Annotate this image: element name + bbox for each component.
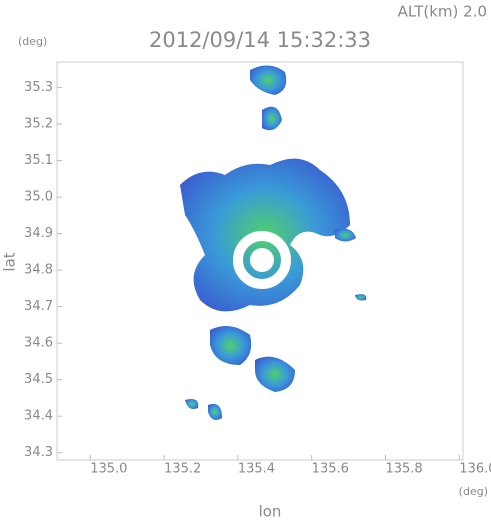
y-tick-label: 35.1: [24, 153, 53, 168]
y-axis-label: lat: [1, 252, 19, 271]
altitude-label: ALT(km) 2.0: [398, 3, 487, 21]
y-tick-label: 34.4: [24, 409, 53, 424]
y-tick-label: 34.8: [24, 263, 53, 278]
x-tick-label: 135.0: [90, 462, 127, 477]
x-tick-label: 135.8: [385, 462, 422, 477]
plot-frame: [56, 61, 464, 461]
y-tick-label: 35.2: [24, 117, 53, 132]
x-axis-label: lon: [259, 503, 282, 521]
y-tick-label: 35.3: [24, 80, 53, 95]
y-tick-label: 34.6: [24, 336, 53, 351]
x-tick-label: 135.4: [238, 462, 275, 477]
y-tick-label: 34.3: [24, 445, 53, 460]
x-unit: (deg): [459, 485, 488, 498]
x-tick-label: 136.0: [459, 462, 491, 477]
y-tick-label: 34.5: [24, 372, 53, 387]
radar-site-ring: [233, 231, 291, 289]
radar-site: [250, 248, 274, 272]
y-tick-label: 34.9: [24, 226, 53, 241]
chart-title: 2012/09/14 15:32:33: [149, 28, 371, 52]
y-tick-label: 35.0: [24, 190, 53, 205]
x-tick-label: 135.6: [312, 462, 349, 477]
x-tick-label: 135.2: [164, 462, 201, 477]
y-unit: (deg): [18, 35, 47, 48]
y-tick-label: 34.7: [24, 299, 53, 314]
